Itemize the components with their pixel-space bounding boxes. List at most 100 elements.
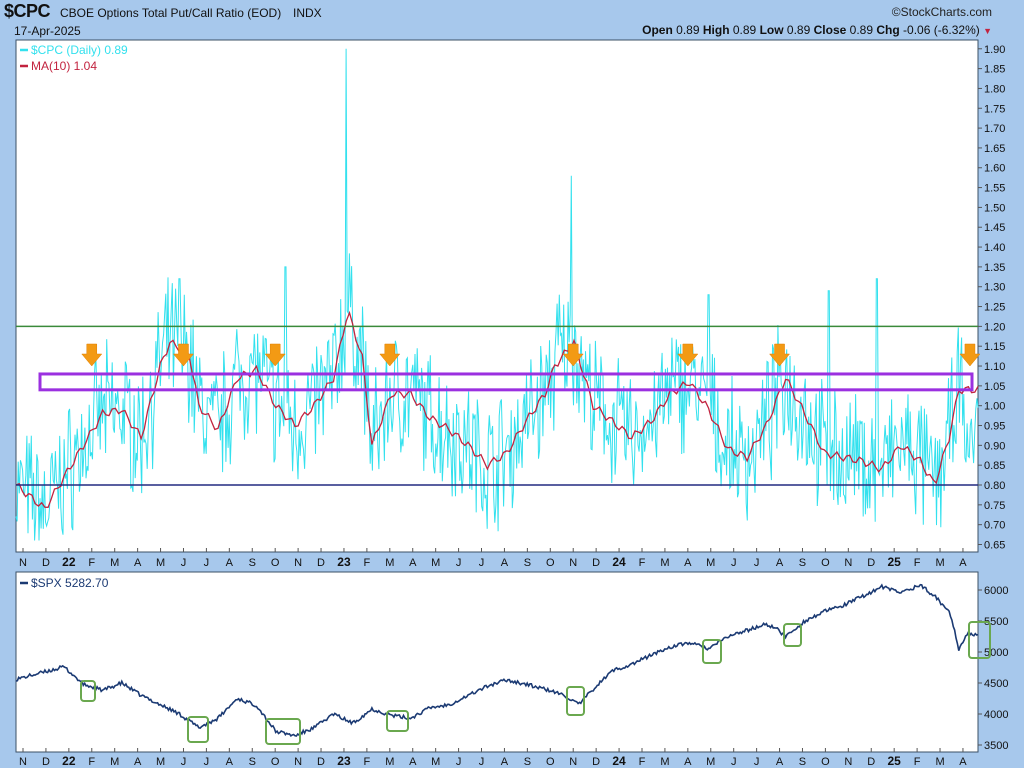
x-tick-label: M <box>706 557 715 569</box>
low-label: Low <box>759 23 784 37</box>
x-tick-label: 23 <box>337 555 351 569</box>
x-tick-label: O <box>821 756 830 768</box>
x-tick-label: N <box>844 756 852 768</box>
chart-title: CBOE Options Total Put/Call Ratio (EOD) <box>60 6 282 20</box>
y-tick-label: 1.30 <box>984 282 1005 294</box>
y-tick-label: 1.70 <box>984 123 1005 135</box>
x-tick-label: M <box>431 756 440 768</box>
x-tick-label: A <box>959 557 967 569</box>
close-label: Close <box>813 23 847 37</box>
x-tick-label: A <box>409 756 417 768</box>
date-label: 17-Apr-2025 <box>14 24 81 38</box>
x-tick-label: N <box>569 557 577 569</box>
x-tick-label: D <box>317 557 325 569</box>
y-tick-label: 1.80 <box>984 83 1005 95</box>
open-label: Open <box>642 23 673 37</box>
y-tick-label: 1.75 <box>984 103 1005 115</box>
x-tick-label: 25 <box>887 754 901 768</box>
ma-line <box>15 310 979 508</box>
legend-label: MA(10) 1.04 <box>31 59 97 73</box>
y-tick-label: 0.90 <box>984 440 1005 452</box>
support-box <box>265 718 301 745</box>
x-tick-label: A <box>226 756 234 768</box>
y-tick-label: 0.65 <box>984 540 1005 552</box>
y-tick-label: 3500 <box>984 740 1008 752</box>
down-arrow-icon <box>264 343 286 367</box>
x-tick-label: M <box>935 756 944 768</box>
x-tick-label: J <box>479 557 485 569</box>
x-tick-label: M <box>660 557 669 569</box>
y-tick-label: 0.85 <box>984 460 1005 472</box>
chg-label: Chg <box>876 23 900 37</box>
y-tick-label: 1.05 <box>984 381 1005 393</box>
x-tick-label: N <box>19 756 27 768</box>
x-tick-label: 24 <box>612 754 626 768</box>
x-tick-label: A <box>501 557 509 569</box>
brand-label[interactable]: ©StockCharts.com <box>891 5 992 19</box>
y-tick-label: 1.00 <box>984 401 1005 413</box>
x-tick-label: D <box>592 557 600 569</box>
x-tick-label: S <box>524 557 531 569</box>
ohlc-readout: Open 0.89 High 0.89 Low 0.89 Close 0.89 … <box>642 23 992 37</box>
resistance-band <box>38 372 974 392</box>
y-tick-label: 0.70 <box>984 520 1005 532</box>
support-box <box>702 639 722 664</box>
x-tick-label: D <box>867 557 875 569</box>
x-tick-label: A <box>134 557 142 569</box>
y-tick-label: 1.60 <box>984 163 1005 175</box>
support-box <box>968 621 991 659</box>
legend-label: $SPX 5282.70 <box>31 576 109 590</box>
x-tick-label: O <box>271 557 280 569</box>
x-tick-label: J <box>754 557 760 569</box>
y-tick-label: 1.50 <box>984 202 1005 214</box>
y-tick-label: 0.75 <box>984 500 1005 512</box>
y-tick-label: 1.10 <box>984 361 1005 373</box>
x-tick-label: M <box>660 756 669 768</box>
x-tick-label: 22 <box>62 555 76 569</box>
support-box <box>386 710 409 732</box>
x-tick-label: A <box>409 557 417 569</box>
x-tick-label: O <box>271 756 280 768</box>
y-tick-label: 4000 <box>984 709 1008 721</box>
y-tick-label: 1.45 <box>984 222 1005 234</box>
x-tick-label: F <box>639 756 646 768</box>
cpc-daily-line <box>15 48 979 541</box>
y-tick-label: 1.90 <box>984 44 1005 56</box>
open-value: 0.89 <box>676 23 700 37</box>
x-tick-label: M <box>431 557 440 569</box>
x-tick-label: M <box>110 756 119 768</box>
down-arrow-icon <box>379 343 401 367</box>
x-tick-label: J <box>456 756 462 768</box>
x-tick-label: A <box>959 756 967 768</box>
x-tick-label: 23 <box>337 754 351 768</box>
x-tick-label: S <box>799 756 806 768</box>
high-label: High <box>702 23 730 37</box>
y-tick-label: 4500 <box>984 678 1008 690</box>
y-tick-label: 1.65 <box>984 143 1005 155</box>
x-tick-label: A <box>226 557 234 569</box>
x-tick-label: M <box>156 756 165 768</box>
high-value: 0.89 <box>732 23 757 37</box>
down-arrow-icon <box>172 343 195 367</box>
x-tick-label: D <box>42 756 50 768</box>
x-tick-label: M <box>385 756 394 768</box>
support-box <box>187 716 209 743</box>
x-tick-label: N <box>294 557 302 569</box>
chg-value: -0.06 (-6.32%) <box>903 23 980 37</box>
x-tick-label: S <box>249 756 256 768</box>
x-tick-label: N <box>19 557 27 569</box>
x-tick-label: N <box>844 557 852 569</box>
x-tick-label: F <box>88 557 95 569</box>
x-tick-label: J <box>479 756 485 768</box>
down-arrow-icon <box>81 343 103 367</box>
x-tick-label: A <box>134 756 142 768</box>
x-tick-label: S <box>249 557 256 569</box>
support-box <box>80 680 96 702</box>
x-tick-label: M <box>935 557 944 569</box>
y-tick-label: 1.15 <box>984 341 1005 353</box>
x-tick-label: O <box>821 557 830 569</box>
x-tick-label: S <box>524 756 531 768</box>
close-value: 0.89 <box>849 23 874 37</box>
x-tick-label: 25 <box>887 555 901 569</box>
